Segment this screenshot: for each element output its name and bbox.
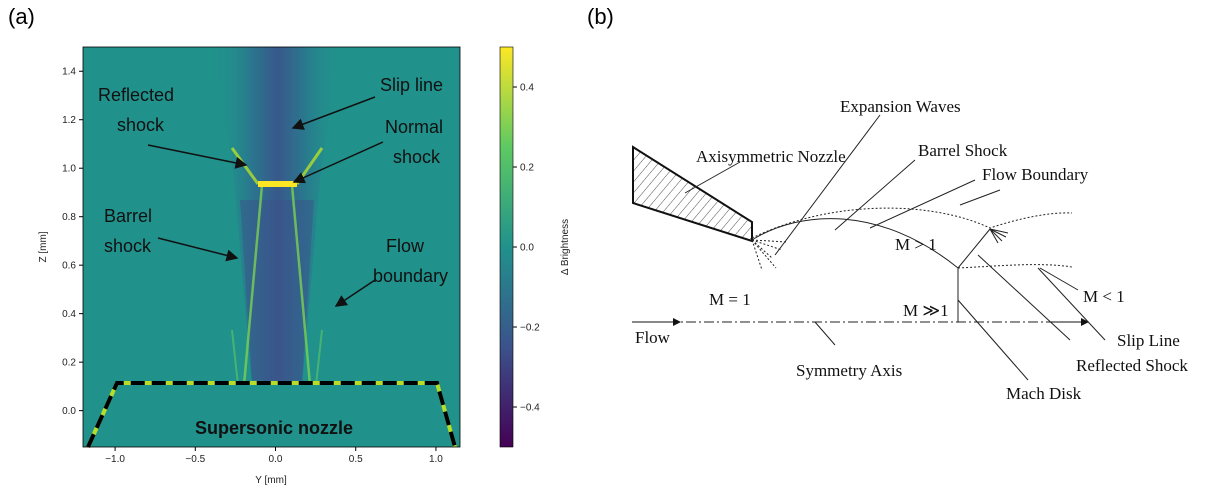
heatmap — [82, 46, 461, 448]
diagram-label: Barrel Shock — [918, 141, 1008, 160]
diagram-label: Flow Boundary — [982, 165, 1089, 184]
y-tick-label: 1.2 — [62, 115, 76, 126]
diagram — [632, 114, 1106, 381]
annotation: Flow boundary — [373, 236, 448, 286]
y-tick-label: 1.4 — [62, 67, 76, 78]
y-axis-label: Z [mm] — [38, 231, 49, 262]
y-tick-label: 0.2 — [62, 358, 76, 369]
annotation: Normal shock — [385, 117, 443, 167]
axes: −1.0 −0.5 0.0 0.5 1.0 0.0 0.2 0.4 0.6 0.8 1.0 1.2 1.… — [62, 67, 540, 465]
diagram-label: M ≫1 — [903, 301, 949, 320]
diagram-label: Reflected Shock — [1076, 356, 1188, 375]
diagram-label: Slip Line — [1117, 331, 1180, 350]
colorbar-tick-label: 0.2 — [520, 163, 534, 174]
diagram-label: Symmetry Axis — [796, 361, 902, 380]
y-tick-label: 0.0 — [62, 406, 76, 417]
y-tick-label: 0.4 — [62, 309, 76, 320]
colorbar-label: Δ Brightness — [560, 219, 571, 275]
colorbar-tick-label: 0.4 — [520, 83, 534, 94]
diagram-label: M = 1 — [709, 290, 751, 309]
diagram-label: M < 1 — [1083, 287, 1125, 306]
diagram-label: M > 1 — [895, 235, 937, 254]
x-tick-label: 0.0 — [269, 454, 283, 465]
panel-label: (a) — [8, 4, 35, 29]
diagram-label: Axisymmetric Nozzle — [696, 147, 846, 166]
annotation: Slip line — [380, 75, 443, 95]
diagram-label: Flow — [635, 328, 671, 347]
annotation: Reflected shock — [98, 85, 174, 135]
colorbar — [499, 46, 514, 448]
x-tick-label: −0.5 — [185, 454, 205, 465]
colorbar-tick-label: −0.4 — [520, 403, 540, 414]
diagram-label: Mach Disk — [1006, 384, 1082, 403]
y-tick-label: 0.8 — [62, 212, 76, 223]
arrows — [147, 96, 384, 307]
x-tick-label: 1.0 — [429, 454, 443, 465]
x-axis-label: Y [mm] — [255, 475, 287, 486]
panel-label: (b) — [587, 4, 614, 29]
annotation: Barrel shock — [104, 206, 152, 256]
diagram-label: Expansion Waves — [840, 97, 961, 116]
colorbar-tick-label: −0.2 — [520, 323, 540, 334]
x-tick-label: −1.0 — [105, 454, 125, 465]
x-tick-label: 0.5 — [349, 454, 363, 465]
colorbar-tick-label: 0.0 — [520, 243, 534, 254]
y-tick-label: 0.6 — [62, 261, 76, 272]
y-tick-label: 1.0 — [62, 164, 76, 175]
annotation: Supersonic nozzle — [195, 418, 353, 438]
